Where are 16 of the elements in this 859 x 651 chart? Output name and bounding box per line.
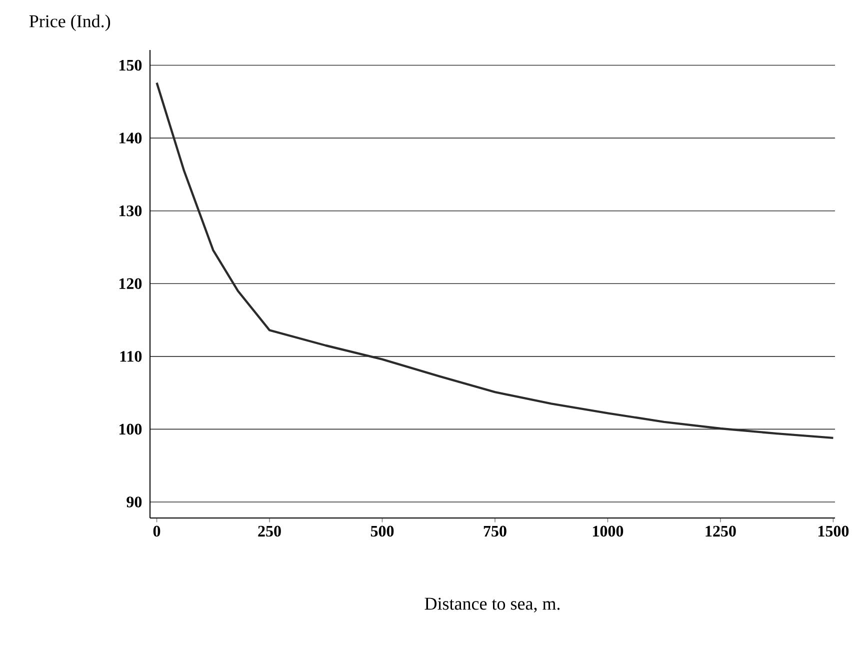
x-tick-label: 1250 — [706, 526, 736, 537]
x-tick-label: 250 — [258, 526, 281, 537]
x-axis-title: Distance to sea, m. — [424, 598, 560, 612]
x-tick-label: 1500 — [818, 526, 849, 537]
x-tick-label: 500 — [370, 526, 394, 537]
x-tick-label: 750 — [484, 526, 506, 537]
y-axis-title: Price (Ind.) — [29, 14, 110, 32]
y-tick-label: 120 — [119, 278, 142, 290]
y-tick-label: 140 — [119, 132, 142, 144]
y-tick-label: 90 — [126, 496, 142, 508]
y-tick-label: 150 — [119, 60, 142, 71]
x-tick-label: 0 — [153, 526, 160, 537]
y-tick-label: 130 — [119, 205, 142, 216]
y-tick-label: 110 — [120, 351, 142, 362]
y-tick-label: 100 — [119, 424, 142, 435]
x-tick-label: 1000 — [593, 526, 624, 537]
